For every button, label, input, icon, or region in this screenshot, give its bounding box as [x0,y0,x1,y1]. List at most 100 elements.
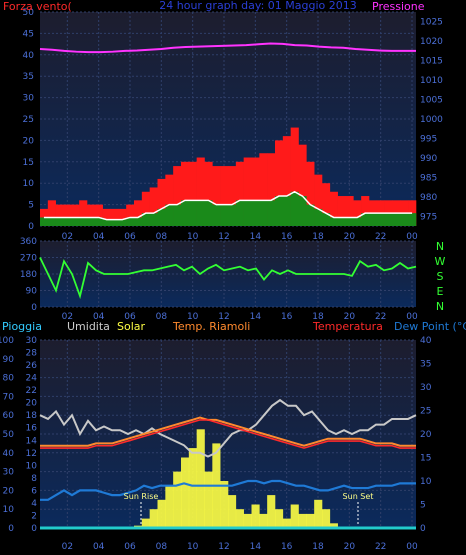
wind-gust-bar [188,161,197,226]
wind-avg-bar [134,217,143,226]
wind-gust-bar [235,161,244,226]
x-tick-label: 08 [156,542,168,552]
x-tick-label: 06 [124,542,136,552]
wind-avg-bar [298,196,307,226]
wind-gust-bar [47,200,56,226]
wind-avg-bar [220,204,229,226]
wind-gust-bar [126,204,135,226]
wind-avg-bar [353,217,362,226]
direction-y-tick-label: 90 [26,287,38,297]
wind-avg-bar [361,213,370,226]
x-tick-label: 16 [281,542,293,552]
temp-y-tick-label: 40 [420,336,432,346]
x-tick-label: 10 [187,542,199,552]
humidity-y-tick-label: 80 [3,374,15,384]
wind-avg-bar [275,196,284,226]
humidity-line [39,398,417,458]
x-tick-label: 14 [250,232,262,242]
humidity-y-tick-label: 20 [3,486,15,496]
wind-avg-bar [55,217,64,226]
wind-avg-bar [118,219,127,226]
wind-avg-bar [322,213,331,226]
wind-gust-bar [329,191,338,226]
pressure-y-tick-label: 1025 [420,18,443,28]
solar-bar [235,509,244,528]
x-tick-label: 08 [156,232,168,242]
legend-humidity: Umidita [67,320,110,333]
wind-avg-bar [345,217,354,226]
x-tick-label: 04 [93,232,105,242]
x-tick-label: 20 [344,312,356,322]
wind-avg-bar [188,200,197,226]
rain-y-tick-label: 10 [26,461,38,471]
x-tick-label: 00 [406,312,418,322]
x-tick-label: 04 [93,542,105,552]
solar-bar [314,499,323,528]
wind-avg-bar [251,200,260,226]
wind-gust-bar [204,161,213,226]
wind-gust-bar [345,196,354,226]
compass-e: E [437,285,444,298]
solar-bar [243,513,252,528]
wind-avg-bar [400,213,409,226]
wind-avg-bar [181,200,190,226]
humidity-y-tick-label: 70 [3,392,15,402]
x-tick-label: 12 [218,312,229,322]
temp-y-tick-label: 35 [420,360,431,370]
solar-bar [196,429,205,528]
wind-gust-bar [110,208,119,226]
legend-heat: Temp. Riamoli [172,320,250,333]
wind-avg-bar [282,196,291,226]
temp-y-tick-label: 25 [420,407,431,417]
wind-gust-bar [298,144,307,226]
humidity-y-tick-label: 100 [0,336,14,346]
wind-avg-bar [47,217,56,226]
wind-avg-bar [212,204,221,226]
wind-avg-bar [259,200,268,226]
wind-avg-bar [141,213,150,226]
solar-bar [204,471,213,528]
x-tick-label: 12 [218,542,229,552]
solar-bar [322,509,331,528]
chart-title: 24 hour graph day: 01 Maggio 2013 [159,0,356,12]
wind-gust-bar [149,187,158,226]
direction-y-tick-label: 0 [31,303,37,313]
wind-avg-bar [392,213,401,226]
wind-gust-bar [94,204,103,226]
wind-y-tick-label: 50 [23,8,35,18]
solar-bar [306,513,315,528]
wind-gust-bar [181,161,190,226]
x-tick-label: 18 [312,312,324,322]
solar-bar [173,471,182,528]
wind-gust-bar [259,153,268,226]
solar-bar [149,509,158,528]
wind-gust-bar [353,200,362,226]
wind-avg-bar [126,217,135,226]
x-tick-label: 06 [124,232,136,242]
x-tick-label: 20 [344,232,356,242]
wind-avg-bar [376,213,385,226]
wind-y-tick-label: 40 [23,51,35,61]
wind-avg-bar [87,217,96,226]
pressure-y-tick-label: 1015 [420,57,443,67]
wind-avg-bar [243,200,252,226]
temp-y-tick-label: 15 [420,454,431,464]
x-tick-label: 02 [62,312,73,322]
solar-bar [157,499,166,528]
x-tick-label: 16 [281,312,293,322]
solar-bar [282,518,291,528]
wind-avg-bar [102,219,111,226]
wind-gust-bar [220,166,229,226]
direction-y-tick-label: 270 [20,254,37,264]
wind-y-tick-label: 0 [28,222,34,232]
pressure-y-tick-label: 980 [420,193,437,203]
wind-avg-bar [196,200,205,226]
wind-gust-bar [141,191,150,226]
rain-y-tick-label: 8 [31,474,37,484]
solar-bar [267,495,276,528]
wind-axis-title: Forza vento( [3,0,72,13]
legend-solar: Solar [117,320,146,333]
wind-avg-bar [228,204,237,226]
